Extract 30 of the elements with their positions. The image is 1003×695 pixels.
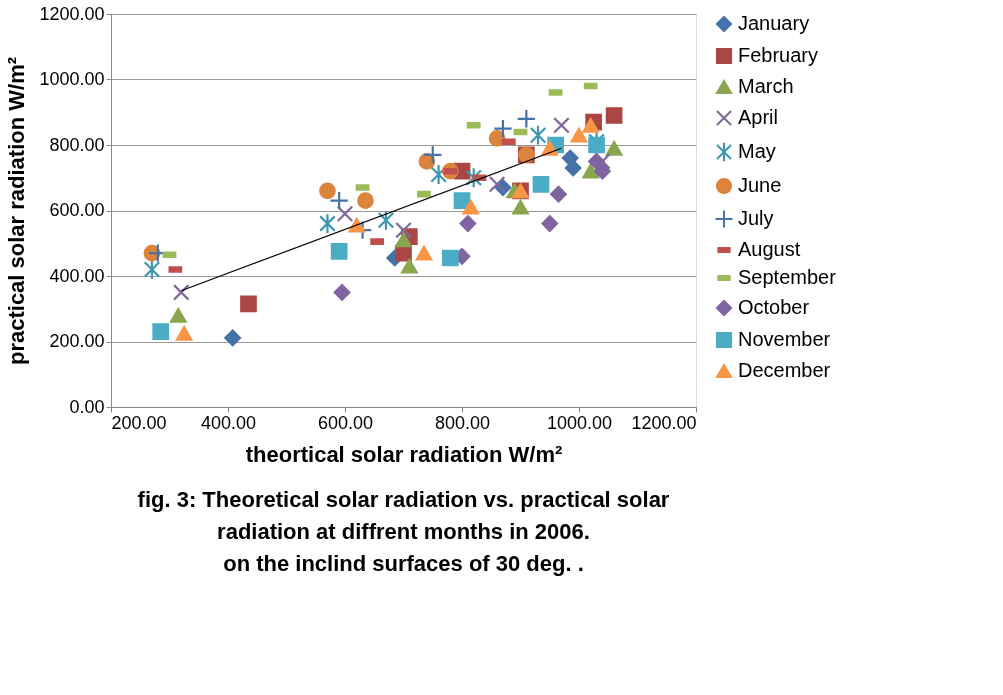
legend-label: December bbox=[738, 359, 831, 381]
legend-label: January bbox=[738, 12, 810, 34]
legend-label: February bbox=[738, 44, 819, 66]
x-axis-title: theortical solar radiation W/m² bbox=[245, 441, 563, 467]
x-tick-label: 800.00 bbox=[434, 412, 491, 433]
legend-label: October bbox=[738, 296, 810, 318]
legend-label: June bbox=[738, 174, 782, 196]
legend-label: November bbox=[738, 328, 831, 350]
x-tick-label: 600.00 bbox=[317, 412, 374, 433]
y-tick-label: 1000.00 bbox=[39, 69, 105, 89]
x-tick-label: 1000.00 bbox=[546, 412, 613, 433]
legend-label: August bbox=[738, 238, 801, 260]
y-tick-label: 800.00 bbox=[49, 134, 105, 155]
legend-label: April bbox=[738, 106, 779, 128]
y-tick-label: 1200.00 bbox=[39, 3, 105, 24]
legend-label: September bbox=[738, 266, 837, 288]
y-tick-label: 0.00 bbox=[69, 396, 105, 417]
legend-label: March bbox=[738, 75, 794, 97]
y-tick-label: 400.00 bbox=[49, 265, 105, 286]
y-tick-label: 600.00 bbox=[49, 200, 105, 220]
text: radiation at diffrent months in 2006. bbox=[217, 519, 590, 544]
x-tick-label: 400.00 bbox=[200, 412, 257, 433]
legend-label: July bbox=[738, 207, 774, 229]
caption: fig. 3: Theoretical solar radiation vs. practical solar bbox=[137, 487, 670, 512]
y-tick-label: 200.00 bbox=[49, 331, 105, 351]
x-tick-label: 1200.00 bbox=[631, 412, 697, 433]
y-axis-title: practical solar radiation W/m² bbox=[4, 56, 30, 366]
legend-label: May bbox=[738, 140, 776, 162]
x-tick-label: 200.00 bbox=[111, 412, 167, 433]
text: on the inclind surfaces of 30 deg. . bbox=[223, 551, 584, 576]
